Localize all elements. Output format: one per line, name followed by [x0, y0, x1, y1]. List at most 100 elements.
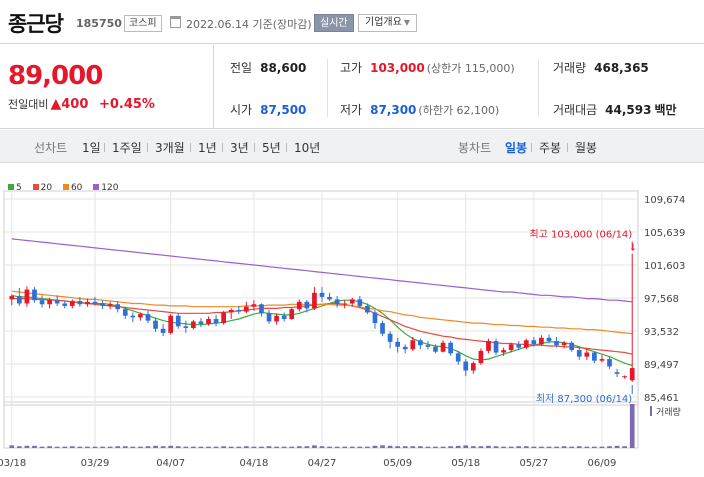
volume-bar [592, 446, 597, 448]
candlestick-chart[interactable]: 109,674 105,639 101,603 97,568 93,532 89,497 8… [0, 190, 704, 477]
volume-bar [145, 446, 151, 448]
quote-panel: 89,000 전일대비 ▲400 +0.45% 전일 88,600 시가 87,500… [0, 45, 704, 129]
x-tick-label: 03/29 [81, 458, 110, 469]
tab-weekly[interactable]: 주봉 [539, 141, 562, 155]
ma-line-60 [11, 290, 633, 335]
candle-body [622, 376, 627, 378]
candle-body [561, 342, 567, 346]
candle-body [357, 299, 363, 306]
volume-bar [629, 404, 635, 448]
volume-bar [418, 446, 423, 448]
legend-swatch [8, 184, 14, 190]
up-arrow-icon: ▲ [50, 96, 62, 112]
high-value: 103,000 [370, 61, 425, 75]
volume-bar [486, 445, 491, 448]
realtime-button[interactable]: 실시간 [314, 14, 354, 32]
volume-label: 거래량 [656, 406, 681, 418]
candle-chart-label: 봉차트 [458, 141, 492, 155]
volume-bar [77, 446, 83, 448]
candle-body [455, 353, 461, 362]
volume-bar [569, 446, 575, 448]
tab-3y[interactable]: 3년 [230, 141, 249, 155]
volume-bar [259, 446, 264, 448]
candle-body [160, 328, 166, 333]
candle-body [614, 372, 620, 374]
candle-body [448, 342, 453, 354]
amount-unit: 백만 [654, 103, 677, 117]
volume-bar [289, 446, 295, 448]
volume-bar [425, 446, 431, 448]
candle-body [92, 301, 98, 304]
candle-body [531, 340, 537, 345]
candle-body [312, 292, 317, 309]
y-tick-label: 105,639 [644, 228, 685, 239]
price-change: 전일대비 ▲400 +0.45% [8, 96, 155, 112]
volume-bar [433, 446, 438, 448]
candle-body [243, 306, 249, 312]
volume-label: 거래량 [553, 61, 587, 75]
candle-body [213, 318, 219, 324]
volume-bar [584, 446, 590, 448]
line-chart-label: 선차트 [34, 141, 68, 155]
change-label: 전일대비 [8, 98, 49, 111]
tab-divider [531, 143, 532, 152]
low-value: 87,300 [370, 103, 417, 117]
candle-body [289, 309, 295, 319]
x-tick-label: 03/18 [0, 458, 26, 469]
candle-body [629, 368, 635, 381]
volume-bar [372, 445, 378, 448]
volume-bar [614, 445, 620, 448]
volume-bar [312, 445, 317, 448]
lower-limit: (하한가 62,100) [418, 104, 500, 117]
chart-tabs: 선차트 1일 1주일 3개월 1년 3년 5년 10년 봉차트 일봉 주봉 월봉 [0, 130, 704, 163]
volume-bar [198, 446, 204, 448]
candle-body [607, 359, 612, 367]
candle-body [554, 341, 559, 346]
divider [327, 59, 328, 117]
tab-divider [222, 143, 223, 152]
price-summary: 89,000 전일대비 ▲400 +0.45% [0, 45, 214, 129]
tab-1y[interactable]: 1년 [198, 141, 217, 155]
volume-bar [175, 446, 181, 448]
ma-line-120 [11, 238, 633, 303]
prev-close-value: 88,600 [260, 61, 307, 75]
volume-bar [349, 446, 355, 448]
tab-1w[interactable]: 1주일 [112, 141, 142, 155]
x-tick-label: 05/27 [519, 458, 548, 469]
volume-bar [387, 445, 393, 448]
candle-body [539, 337, 544, 345]
candle-body [440, 342, 446, 352]
volume-bar [266, 446, 272, 448]
candle-body [191, 321, 196, 328]
tab-3m[interactable]: 3개월 [155, 141, 185, 155]
tab-daily[interactable]: 일봉 [505, 141, 528, 155]
volume-bar [455, 445, 461, 448]
high-price: 고가 103,000 (상한가 115,000) [340, 59, 515, 76]
candle-body [274, 315, 279, 322]
legend-ma5: 5 [8, 183, 22, 193]
candle-body [425, 345, 431, 347]
x-tick-label: 04/27 [308, 458, 337, 469]
candle-body [168, 315, 174, 333]
tab-5y[interactable]: 5년 [262, 141, 281, 155]
high-annotation: 최고 103,000 (06/14) [529, 229, 632, 241]
tab-10y[interactable]: 10년 [294, 141, 321, 155]
candle-body [546, 337, 552, 342]
company-overview-dropdown[interactable]: 기업개요 ▼ [358, 14, 417, 32]
candle-body [478, 350, 484, 364]
x-tick-label: 04/07 [156, 458, 185, 469]
candle-body [342, 303, 348, 305]
trade-amount: 거래대금 44,593 백만 [553, 101, 677, 118]
legend-ma120: 120 [93, 183, 118, 193]
volume-bar [107, 446, 113, 448]
volume-bar [213, 446, 219, 448]
x-tick-label: 05/09 [383, 458, 412, 469]
y-tick-label: 85,461 [644, 393, 679, 404]
high-arrow-icon: ↓ [629, 244, 637, 254]
volume-bar [546, 446, 552, 448]
tab-1d[interactable]: 1일 [82, 141, 101, 155]
amount-value: 44,593 [605, 103, 652, 117]
volume-bar [9, 445, 15, 448]
change-amount: 400 [61, 97, 89, 112]
tab-monthly[interactable]: 월봉 [575, 141, 598, 155]
